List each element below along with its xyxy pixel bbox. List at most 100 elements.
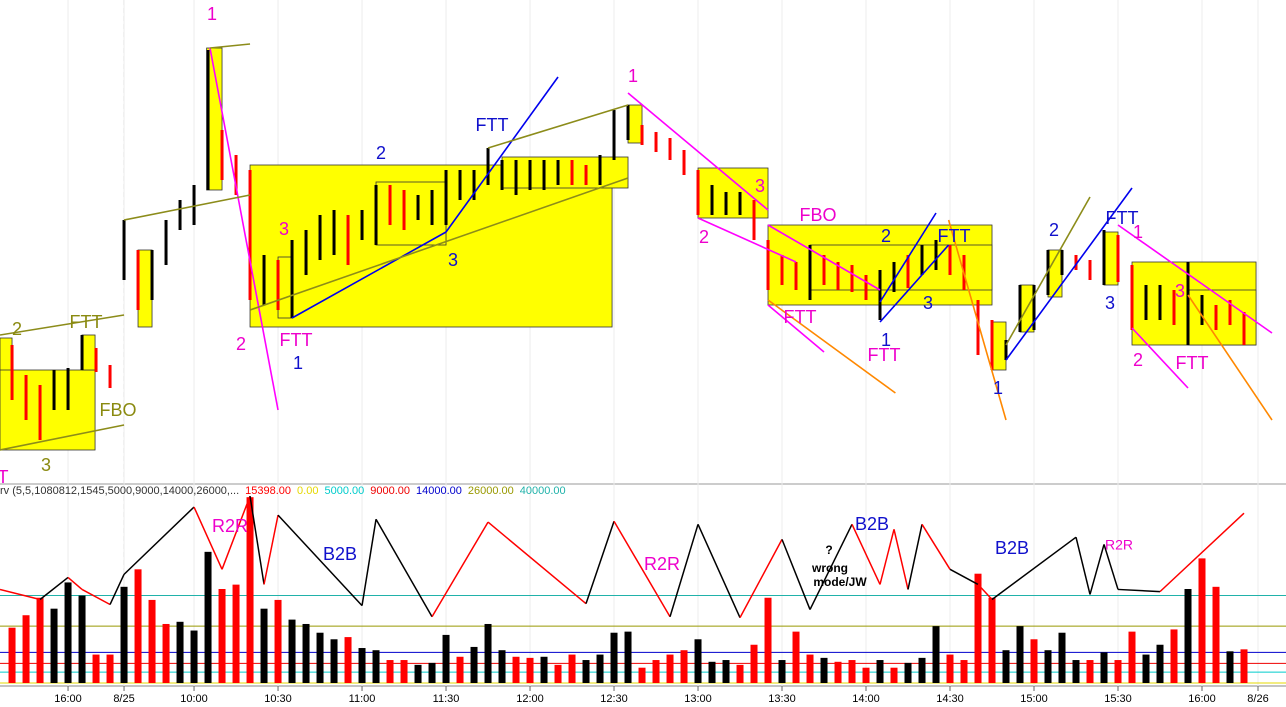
volume-bar bbox=[1100, 652, 1108, 683]
wave-segment bbox=[249, 495, 265, 585]
wave-segment bbox=[431, 521, 489, 618]
wave-segment bbox=[781, 539, 811, 610]
wave-segment bbox=[669, 524, 699, 617]
volume-bar bbox=[1002, 650, 1010, 683]
wave-segment bbox=[1117, 588, 1161, 593]
wave-segment bbox=[1075, 537, 1091, 595]
volume-bar bbox=[316, 632, 324, 683]
trend-line bbox=[445, 76, 559, 233]
wave-segment bbox=[851, 523, 881, 585]
annotation: 3 bbox=[41, 455, 51, 475]
annotation: 3 bbox=[1175, 281, 1185, 301]
annotation: 2 bbox=[881, 226, 891, 246]
volume-bar bbox=[358, 648, 366, 683]
volume-bar bbox=[232, 584, 240, 683]
volume-bar bbox=[36, 597, 44, 683]
annotation: 3 bbox=[923, 293, 933, 313]
volume-bar bbox=[1128, 631, 1136, 683]
range-box bbox=[277, 256, 293, 319]
trend-line bbox=[947, 219, 1007, 421]
volume-bar bbox=[428, 662, 436, 683]
volume-bar bbox=[134, 569, 142, 683]
wave-segment bbox=[0, 588, 41, 601]
volume-bar bbox=[1170, 629, 1178, 683]
price-pane bbox=[0, 43, 1273, 451]
volume-bar bbox=[582, 660, 590, 683]
wave-segment bbox=[893, 529, 909, 590]
trend-line bbox=[249, 177, 629, 311]
volume-bar bbox=[960, 660, 968, 683]
volume-bar bbox=[764, 597, 772, 683]
wave-segment bbox=[361, 519, 377, 606]
trend-line bbox=[291, 231, 447, 319]
annotation: R2R bbox=[212, 516, 248, 536]
annotation: FTT bbox=[938, 226, 971, 246]
volume-bar bbox=[554, 664, 562, 683]
wave-segment bbox=[879, 529, 895, 585]
annotation: 1 bbox=[1133, 222, 1143, 242]
volume-bar bbox=[50, 608, 58, 683]
volume-bar bbox=[848, 660, 856, 683]
x-tick-label: 15:30 bbox=[1104, 693, 1132, 705]
annotation: FTT bbox=[1176, 353, 1209, 373]
wave-segment bbox=[991, 536, 1077, 601]
volume-bar bbox=[288, 619, 296, 683]
range-box bbox=[375, 181, 447, 246]
volume-bar bbox=[666, 654, 674, 683]
trend-line bbox=[0, 424, 125, 451]
range-box bbox=[0, 369, 96, 451]
volume-bar bbox=[1198, 558, 1206, 683]
volume-bar bbox=[414, 664, 422, 683]
volume-bar bbox=[372, 650, 380, 683]
volume-bar bbox=[1184, 589, 1192, 683]
wave-segment bbox=[613, 520, 671, 618]
volume-bar bbox=[148, 599, 156, 683]
annotation: B2B bbox=[855, 514, 889, 534]
x-tick-label: 11:30 bbox=[433, 693, 460, 705]
annotation: FTT bbox=[868, 345, 901, 365]
x-tick-label: 11:00 bbox=[349, 693, 376, 705]
volume-bar bbox=[680, 650, 688, 683]
trend-line bbox=[1131, 327, 1189, 389]
volume-bar bbox=[1226, 651, 1234, 683]
annotation: FBO bbox=[99, 400, 136, 420]
annotation: B2B bbox=[995, 538, 1029, 558]
volume-bar bbox=[932, 626, 940, 683]
range-box bbox=[627, 104, 643, 144]
x-axis: 16:00 8/25 10:00 10:30 11:00 11:30 12:00 12:30 1… bbox=[54, 686, 1269, 705]
wave-segment bbox=[375, 518, 433, 618]
volume-bar bbox=[78, 595, 86, 683]
volume-bar bbox=[624, 631, 632, 683]
annotation: ? bbox=[825, 543, 832, 557]
volume-bar bbox=[204, 551, 212, 683]
annotation: 3 bbox=[279, 219, 289, 239]
volume-bar bbox=[806, 654, 814, 683]
annotation: FBO bbox=[799, 205, 836, 225]
volume-bar bbox=[330, 639, 338, 683]
trend-line bbox=[767, 304, 825, 353]
legend-text: 40000.00 bbox=[520, 485, 566, 497]
range-box bbox=[501, 156, 629, 189]
volume-bar bbox=[64, 582, 72, 683]
annotations: 12FTTFBO3FTT32FTT12FTT3132FBOFTTFTT2FTT3… bbox=[0, 4, 1209, 589]
annotation: 1 bbox=[881, 330, 891, 350]
annotation: 1 bbox=[628, 66, 638, 86]
range-box bbox=[697, 167, 769, 219]
trend-line bbox=[1187, 294, 1273, 421]
wave-segment bbox=[1089, 544, 1105, 595]
volume-bar bbox=[694, 639, 702, 683]
volume-bar bbox=[1086, 660, 1094, 683]
wave-segment bbox=[697, 523, 741, 618]
wave-segment bbox=[123, 506, 195, 575]
trend-line bbox=[1005, 187, 1133, 361]
volume-bar bbox=[218, 589, 226, 683]
volume-bar bbox=[498, 650, 506, 683]
volume-bar bbox=[750, 644, 758, 683]
volume-bar bbox=[470, 646, 478, 683]
wave-segment bbox=[277, 514, 363, 607]
volume-bar bbox=[1240, 649, 1248, 683]
legend-text: rv (5,5,1080812,1545,5000,9000,14000,260… bbox=[0, 485, 239, 497]
range-box bbox=[137, 249, 153, 328]
x-tick-label: 16:00 bbox=[54, 693, 82, 705]
legend-text: 9000.00 bbox=[370, 485, 410, 497]
